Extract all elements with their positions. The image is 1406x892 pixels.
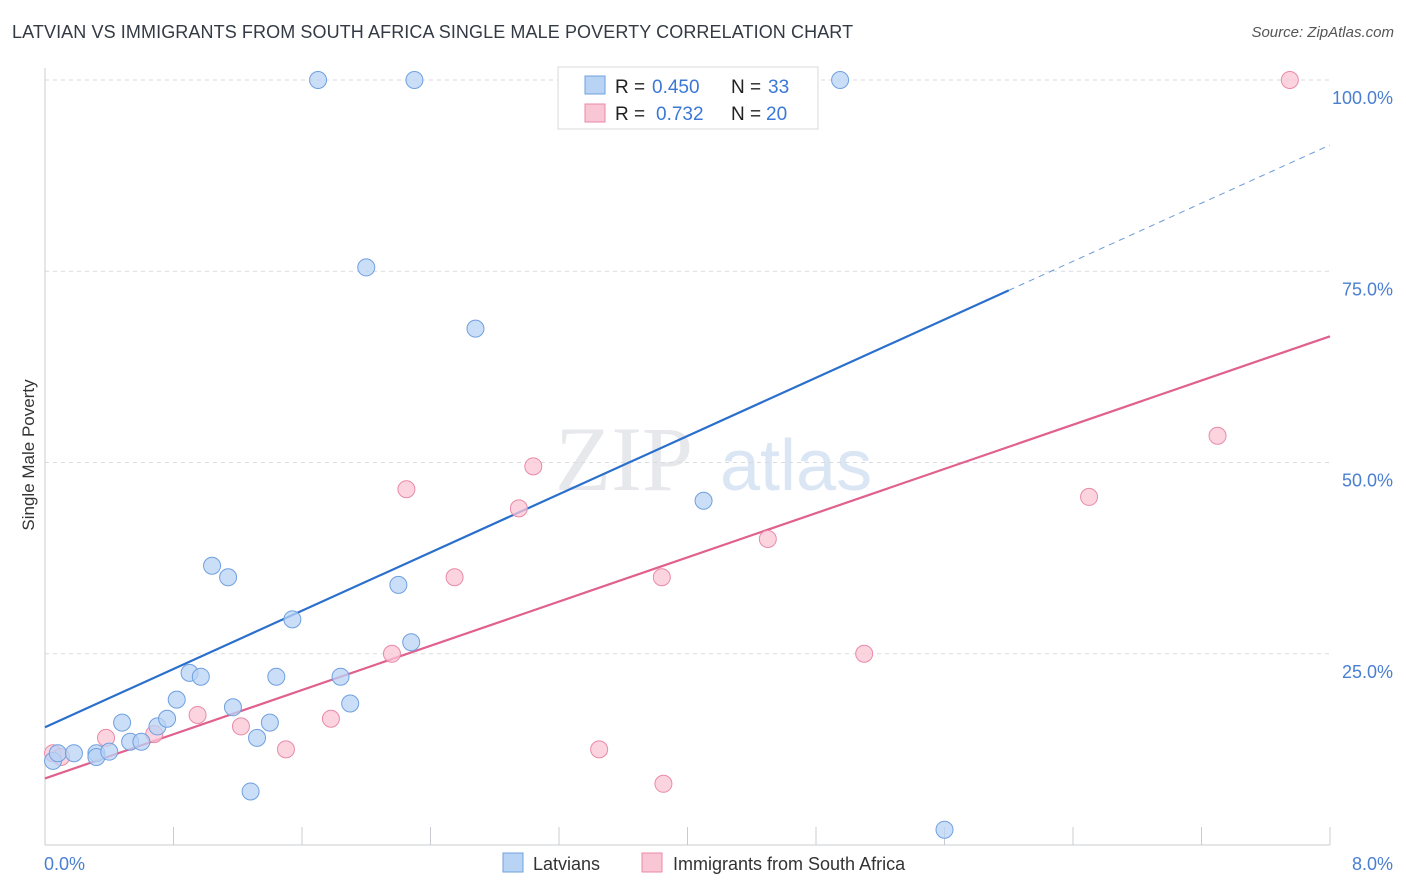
point-latvians-26 (389, 575, 408, 594)
x-tick-label-1: 8.0% (1352, 854, 1393, 874)
point-south-africa-7 (321, 709, 340, 728)
point-south-africa-18 (1080, 487, 1099, 506)
point-latvians-19 (260, 713, 279, 732)
data-points (44, 71, 1299, 839)
x-tick-label-0: 0.0% (44, 854, 85, 874)
legend-n-value-1: 33 (768, 77, 789, 98)
point-south-africa-20 (1280, 71, 1299, 89)
series-legend: Latvians Immigrants from South Africa (502, 852, 906, 874)
y-axis-label: Single Male Poverty (19, 379, 38, 531)
point-latvians-27 (402, 633, 421, 652)
point-latvians-28 (405, 71, 424, 89)
tick-labels: 25.0% 50.0% 75.0% 100.0% 0.0% 8.0% (44, 88, 1393, 874)
point-latvians-1 (48, 744, 67, 763)
point-south-africa-5 (231, 717, 250, 736)
point-latvians-32 (935, 820, 954, 839)
point-latvians-5 (100, 742, 119, 761)
point-latvians-6 (113, 713, 132, 732)
point-south-africa-11 (509, 499, 528, 518)
bottom-legend-swatch-south-africa (641, 852, 663, 873)
point-latvians-30 (694, 491, 713, 510)
trend-line-latvians-extension (1008, 144, 1331, 291)
watermark-atlas: atlas (720, 426, 872, 506)
legend-swatch-south-africa (584, 103, 606, 123)
y-tick-label-0: 25.0% (1342, 662, 1393, 682)
source-credit: Source: ZipAtlas.com (1251, 24, 1394, 41)
bottom-legend-south-africa: Immigrants from South Africa (673, 854, 906, 874)
point-latvians-25 (357, 258, 376, 277)
gridlines (45, 79, 1330, 655)
point-latvians-18 (248, 728, 267, 747)
point-south-africa-16 (758, 530, 777, 548)
point-latvians-22 (309, 71, 328, 89)
legend-r-label-1: R = (615, 77, 645, 98)
point-south-africa-17 (855, 644, 874, 663)
point-south-africa-8 (382, 644, 401, 663)
point-south-africa-4 (188, 705, 207, 724)
point-latvians-31 (831, 71, 850, 89)
watermark-zip: ZIP (555, 408, 693, 510)
point-latvians-29 (466, 319, 485, 338)
bottom-legend-latvians: Latvians (533, 854, 600, 874)
legend-swatch-latvians (584, 75, 606, 95)
point-latvians-23 (331, 667, 350, 686)
chart-title: LATVIAN VS IMMIGRANTS FROM SOUTH AFRICA … (12, 22, 854, 42)
legend-r-label-2: R = (615, 104, 645, 125)
y-tick-label-3: 100.0% (1332, 88, 1393, 108)
y-tick-label-2: 75.0% (1342, 279, 1393, 299)
point-latvians-16 (223, 698, 242, 717)
legend-n-label-1: N = (731, 77, 761, 98)
point-latvians-13 (191, 667, 210, 686)
point-latvians-10 (158, 709, 177, 728)
bottom-legend-swatch-latvians (502, 852, 524, 873)
legend-n-value-2: 20 (766, 104, 787, 125)
point-latvians-15 (219, 568, 238, 587)
point-latvians-2 (64, 744, 83, 763)
point-latvians-24 (341, 694, 360, 713)
point-latvians-20 (267, 667, 286, 686)
point-latvians-8 (132, 732, 151, 751)
legend-r-value-2: 0.732 (656, 104, 704, 125)
point-south-africa-19 (1208, 426, 1227, 445)
point-south-africa-6 (276, 740, 295, 759)
point-latvians-17 (241, 782, 260, 801)
legend-r-value-1: 0.450 (652, 77, 700, 98)
point-latvians-14 (203, 556, 222, 575)
point-south-africa-12 (524, 457, 543, 476)
point-latvians-21 (283, 610, 302, 629)
point-south-africa-10 (445, 568, 464, 587)
point-south-africa-15 (652, 568, 671, 587)
y-tick-label-1: 50.0% (1342, 471, 1393, 491)
point-south-africa-14 (654, 774, 673, 793)
stats-legend: R = 0.450 N = 33 R = 0.732 N = 20 (557, 66, 819, 130)
legend-n-label-2: N = (731, 104, 761, 125)
point-south-africa-9 (397, 480, 416, 499)
trend-line-south-africa (44, 335, 1331, 780)
point-latvians-11 (167, 690, 186, 709)
point-south-africa-13 (590, 740, 609, 759)
